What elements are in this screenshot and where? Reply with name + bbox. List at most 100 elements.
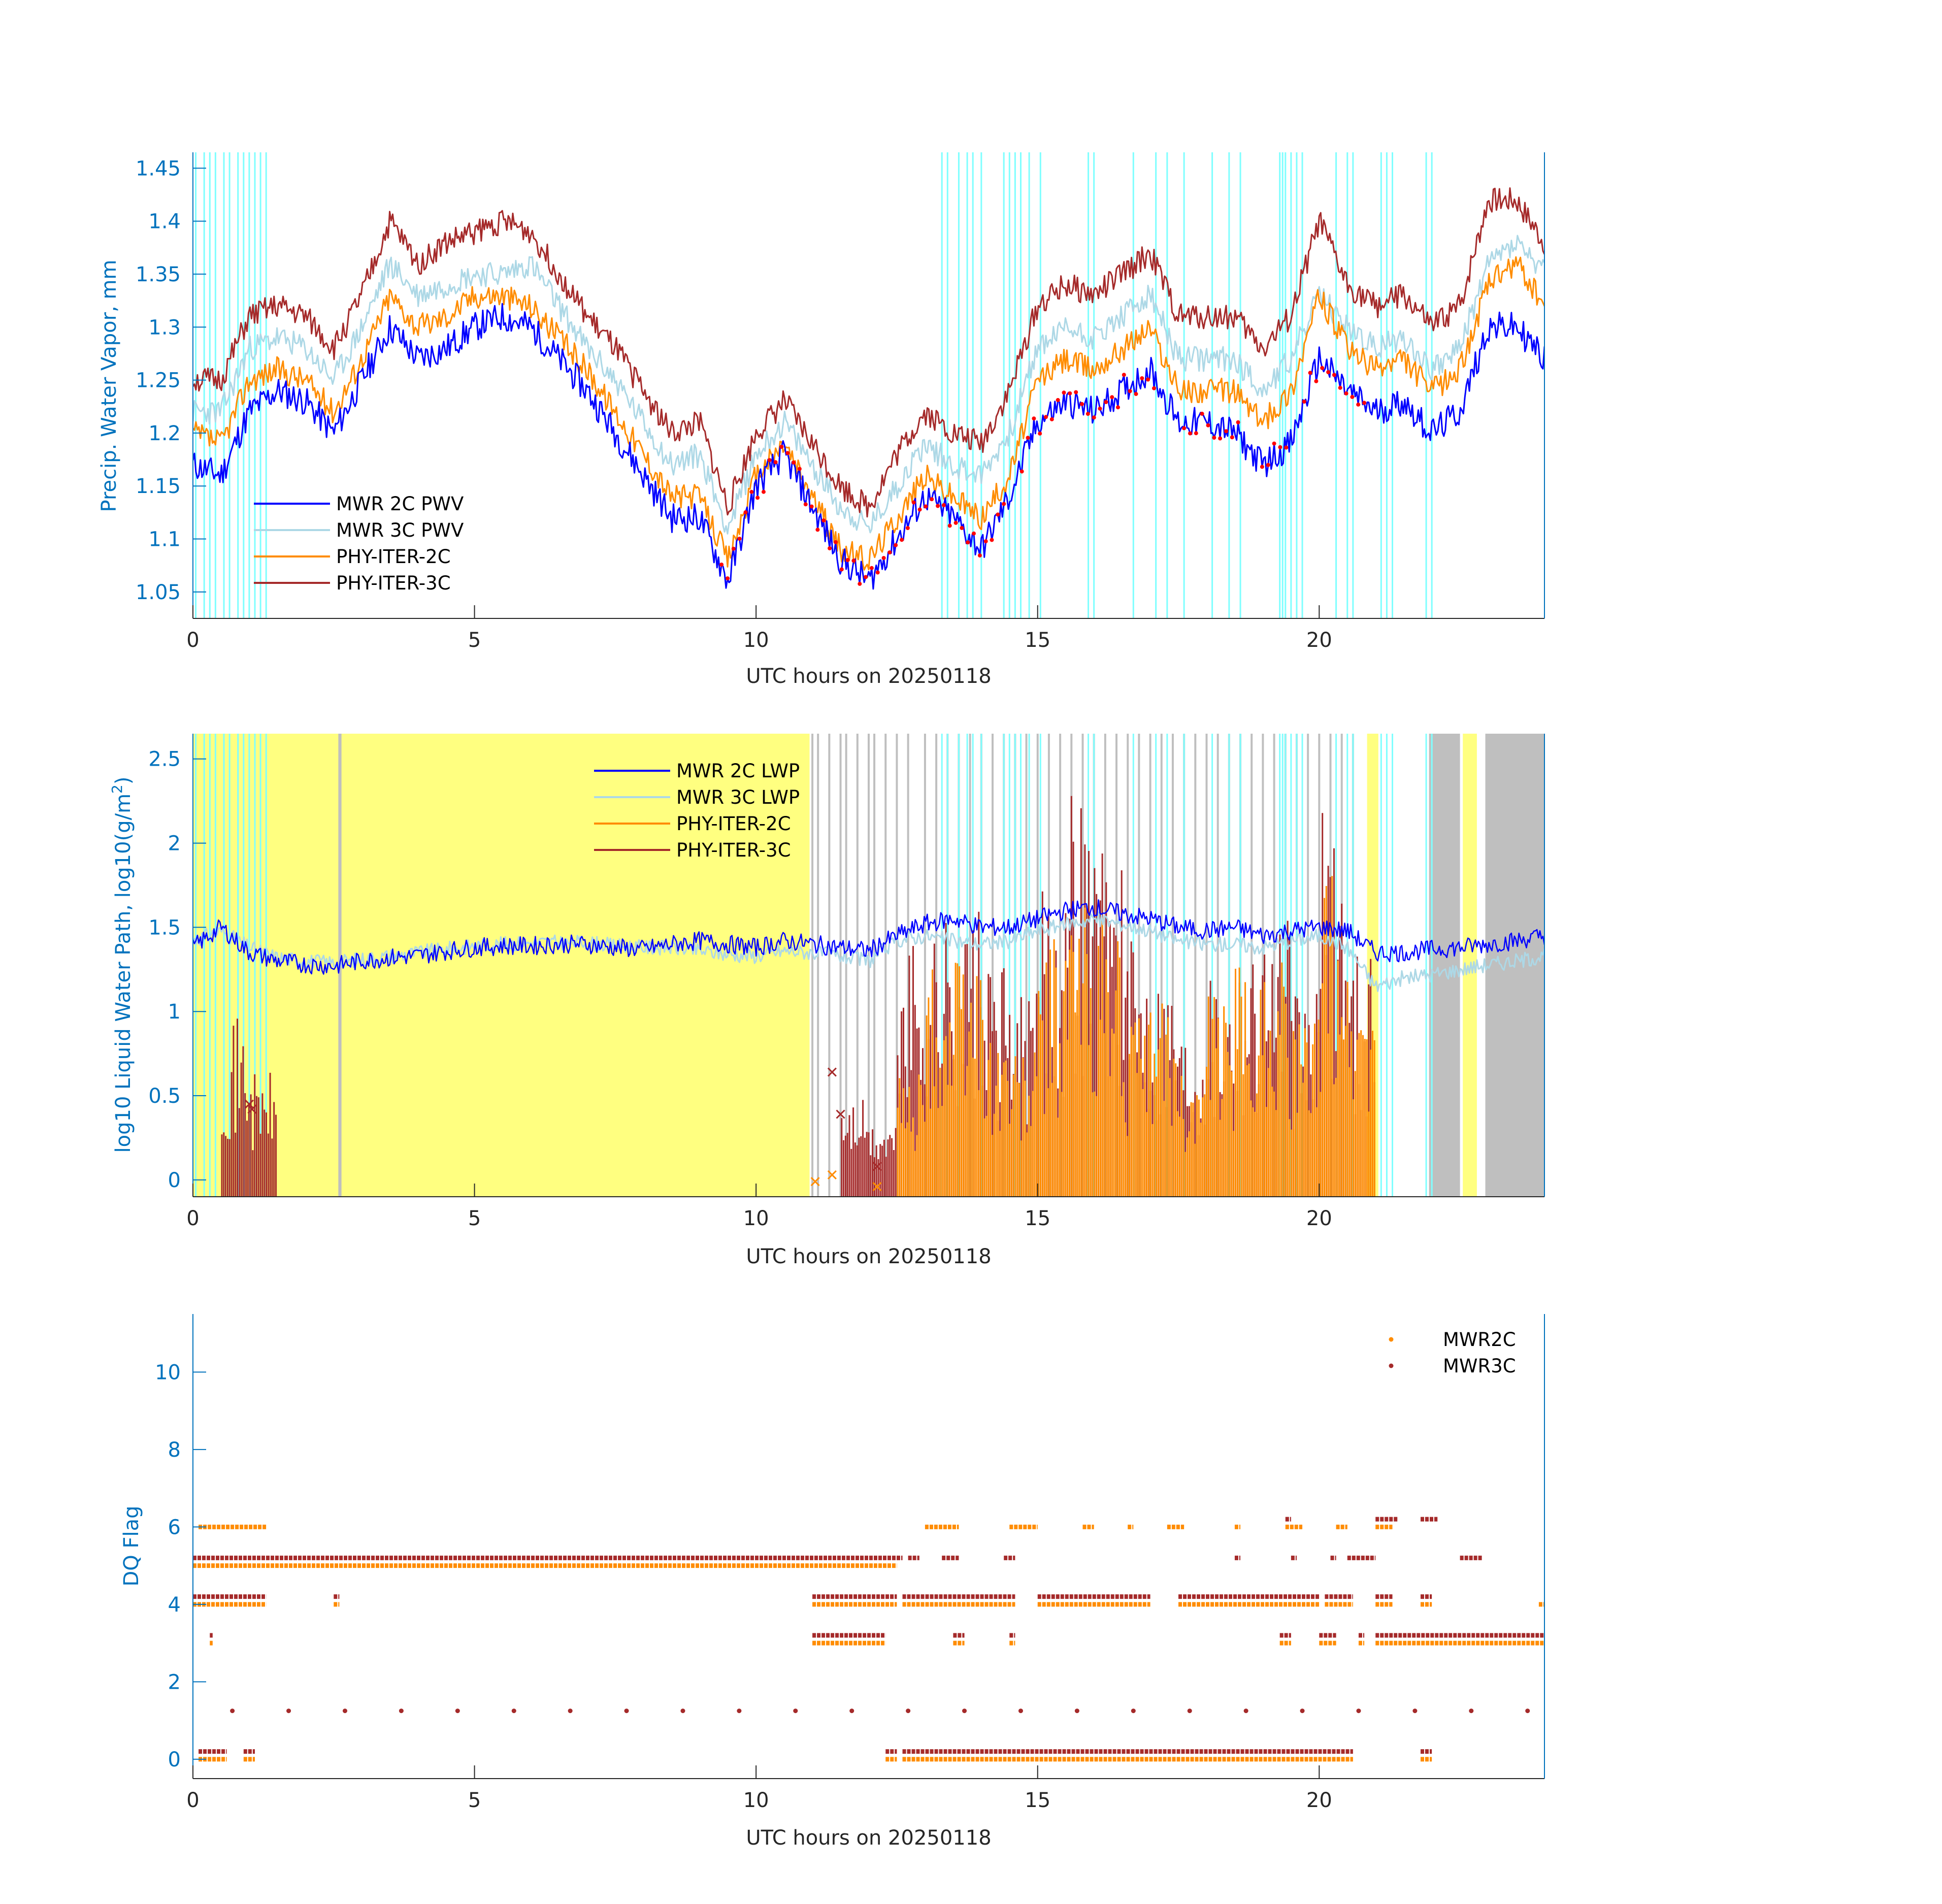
legend-label: MWR 2C LWP xyxy=(676,760,800,782)
red-marker xyxy=(930,497,934,502)
x-tick-label: 20 xyxy=(1306,629,1332,652)
dq-point xyxy=(455,1709,460,1714)
legend-label: PHY-ITER-3C xyxy=(676,839,791,861)
red-marker xyxy=(947,523,952,528)
y-tick-label: 0 xyxy=(168,1169,181,1192)
red-marker xyxy=(845,558,850,562)
red-marker xyxy=(1085,412,1090,416)
lwp-x-axis-label: UTC hours on 20250118 xyxy=(746,1245,991,1268)
lwp-y-axis-label-main: log10 Liquid Water Path, log10(g/m xyxy=(112,794,135,1153)
red-marker xyxy=(1326,370,1331,374)
y-tick-label: 1.3 xyxy=(148,316,181,339)
red-marker xyxy=(990,538,994,542)
red-marker xyxy=(719,563,724,567)
red-marker xyxy=(1236,420,1240,424)
red-marker xyxy=(809,504,814,509)
red-marker xyxy=(966,540,970,545)
red-marker xyxy=(875,570,880,575)
red-marker xyxy=(851,559,856,563)
x-tick-label: 10 xyxy=(743,1789,769,1812)
red-marker xyxy=(1350,395,1355,399)
red-marker xyxy=(894,543,898,547)
red-marker xyxy=(1019,469,1024,474)
dq-point xyxy=(399,1709,404,1714)
red-marker xyxy=(1116,405,1120,410)
x-tick-label: 15 xyxy=(1025,1207,1050,1230)
dq-point xyxy=(624,1709,629,1714)
dq-panel: 0 5 10 15 20 0 2 4 6 8 10 MWR2C MWR3C UTC hours on … xyxy=(120,1314,1545,1850)
lwp-axes: 0 5 10 15 20 0 0.5 1 1.5 2 2.5 xyxy=(148,734,1545,1230)
lwp-x-markers xyxy=(244,1067,882,1192)
y-tick-label: 1.25 xyxy=(136,369,181,392)
dq-point xyxy=(1300,1709,1305,1714)
red-marker xyxy=(1230,435,1234,440)
red-marker xyxy=(1284,445,1289,450)
pwv-y-axis-label: Precip. Water Vapor, mm xyxy=(97,260,121,512)
x-marker xyxy=(827,1170,837,1179)
legend-swatch xyxy=(1389,1337,1394,1342)
y-tick-label: 1.1 xyxy=(148,528,181,551)
red-marker xyxy=(797,467,802,471)
x-tick-label: 20 xyxy=(1306,1789,1332,1812)
x-tick-label: 10 xyxy=(743,629,769,652)
y-tick-label: 6 xyxy=(168,1516,181,1539)
red-marker xyxy=(839,567,844,572)
red-marker xyxy=(1122,373,1126,377)
red-marker xyxy=(960,526,964,530)
dq-point xyxy=(1525,1709,1530,1714)
red-marker xyxy=(996,512,1000,517)
red-marker xyxy=(792,461,796,465)
red-marker xyxy=(869,566,874,570)
y-tick-label: 1.4 xyxy=(148,210,181,234)
red-marker xyxy=(1362,401,1367,405)
red-marker xyxy=(1068,391,1072,396)
red-marker xyxy=(905,526,910,530)
pwv-series-line xyxy=(193,235,1544,535)
red-marker xyxy=(828,546,832,550)
x-tick-label: 5 xyxy=(468,1789,481,1812)
red-marker xyxy=(767,458,772,463)
dq-axes: 0 5 10 15 20 0 2 4 6 8 10 xyxy=(155,1314,1545,1812)
legend-swatch xyxy=(1389,1363,1394,1368)
red-marker xyxy=(911,500,916,505)
red-marker xyxy=(941,503,946,507)
y-tick-label: 4 xyxy=(168,1593,181,1617)
legend-label: MWR 3C PWV xyxy=(336,519,464,541)
x-marker xyxy=(836,1109,845,1119)
lwp-panel: 0 5 10 15 20 0 0.5 1 1.5 2 2.5 MWR 2C LWP MWR 3C LW… xyxy=(109,734,1545,1268)
red-marker xyxy=(1272,441,1276,446)
x-marker xyxy=(810,1177,820,1187)
pwv-lines xyxy=(193,187,1544,590)
red-marker xyxy=(1104,400,1108,404)
x-tick-label: 10 xyxy=(743,1207,769,1230)
red-marker xyxy=(1098,406,1102,411)
red-marker xyxy=(858,581,862,586)
red-marker xyxy=(1056,398,1060,402)
red-marker xyxy=(1224,429,1228,434)
pwv-x-axis-label: UTC hours on 20250118 xyxy=(746,665,991,688)
dq-point xyxy=(286,1709,291,1714)
red-marker xyxy=(917,507,922,512)
y-tick-label: 1.15 xyxy=(136,475,181,498)
dq-point xyxy=(511,1709,516,1714)
dq-point xyxy=(230,1709,235,1714)
x-tick-label: 15 xyxy=(1025,629,1050,652)
red-marker xyxy=(1110,395,1114,400)
red-marker xyxy=(773,460,778,465)
x-tick-label: 5 xyxy=(468,629,481,652)
red-marker xyxy=(749,489,754,494)
red-marker xyxy=(1356,402,1361,407)
red-marker xyxy=(1026,436,1030,440)
lwp-legend: MWR 2C LWP MWR 3C LWP PHY-ITER-2C PHY-ITER-… xyxy=(594,760,800,861)
lwp-y-axis-label: log10 Liquid Water Path, log10(g/m2) xyxy=(109,777,135,1153)
red-marker xyxy=(864,575,868,579)
red-marker xyxy=(1338,385,1342,390)
dq-point xyxy=(1131,1709,1136,1714)
legend-label: MWR2C xyxy=(1443,1329,1516,1351)
red-marker xyxy=(1032,416,1036,421)
dq-point xyxy=(1074,1709,1079,1714)
y-tick-label: 0 xyxy=(168,1748,181,1771)
red-marker xyxy=(953,520,958,525)
red-marker xyxy=(1344,391,1348,396)
